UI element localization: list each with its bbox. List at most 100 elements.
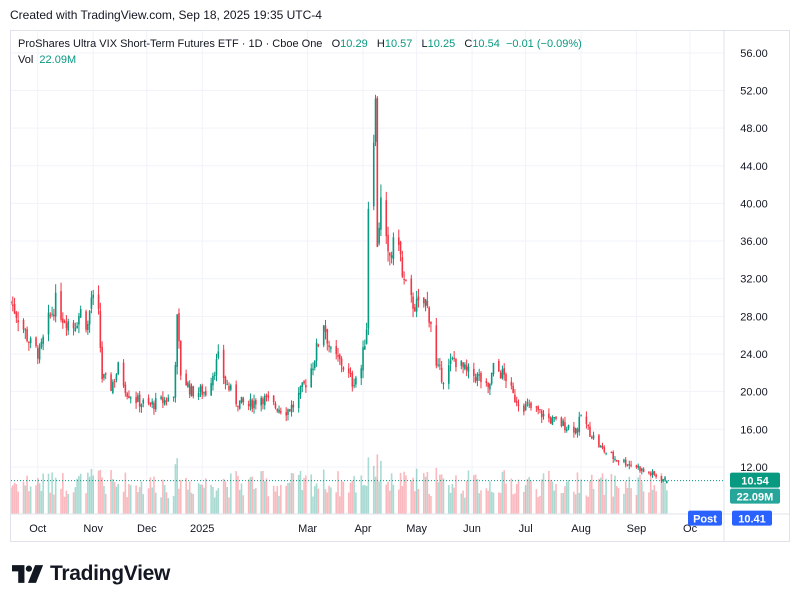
volume-bar [599,477,602,514]
volume-bar [601,473,604,514]
volume-bar [137,492,139,514]
volume-bar [410,480,413,514]
volume-bar [399,472,402,514]
volume-bar [199,484,202,514]
chart-panel[interactable]: 12.00 16.00 20.00 24.00 28.00 32.00 36.00 40.00… [10,30,790,542]
volume-bar [201,484,204,514]
candle-body [305,384,307,388]
candle-body [478,374,480,376]
candle-body [580,415,582,417]
candle-body [385,200,388,237]
candle-body [255,400,257,405]
volume-bar [614,475,616,514]
candle-body [523,405,525,412]
candle-body [47,312,50,335]
volume-bar [374,476,377,514]
volume-bar [455,475,457,514]
y-tick-label: 28.00 [740,311,768,323]
volume-bar [54,477,57,514]
candle-body [315,342,318,361]
candle-body [612,451,615,459]
candle-body [224,376,227,384]
x-tick-label: Mar [298,523,317,535]
candle-body [490,372,493,384]
candle-body [212,375,214,386]
candle-body [664,477,666,480]
candle-body [499,372,502,379]
volume-bar [462,490,464,514]
candle-body [203,392,205,394]
volume-bar [460,493,463,514]
candle-body [85,311,87,330]
candle-body [630,464,632,466]
volume-bar [29,486,32,514]
candle-body [104,373,107,375]
candle-body [263,395,266,406]
candle-body [101,346,103,380]
volume-bar [524,485,527,514]
candle-body [292,404,295,408]
candle-body [551,417,554,425]
candle-body [151,401,153,405]
candle-body [51,313,53,315]
volume-bar [60,488,62,514]
candle-body [487,383,489,388]
volume-bar [464,497,466,514]
volume-bar [174,464,177,514]
volume-bar [74,487,77,514]
volume-bar [313,486,316,514]
candle-body [560,417,563,426]
candle-body [526,402,529,404]
volume-bar [235,471,237,514]
y-tick-label: 48.00 [740,123,768,135]
volume-bar [530,480,532,514]
candle-body [149,402,152,405]
candle-body [140,404,143,408]
legend-ohlc-row: ProShares Ultra VIX Short-Term Futures E… [18,36,582,52]
volume-bar [217,488,220,514]
volume-bar [299,470,302,514]
volume-bar [539,495,541,514]
volume-bar [24,485,27,514]
candle-body [642,468,645,472]
volume-bar [287,482,289,514]
volume-bar [485,488,488,514]
candle-body [87,323,89,331]
candle-body [430,321,432,324]
volume-bar [35,485,37,514]
volume-bar [226,486,229,514]
candle-body [623,459,625,462]
volume-bar [115,486,118,514]
candle-body [122,362,125,386]
candle-body [564,422,566,431]
volume-bar [642,491,645,514]
candle-body [437,364,439,366]
candle-body [573,426,575,433]
volume-bar [612,496,615,514]
volume-bar [28,491,30,514]
volume-bar [255,488,257,514]
candle-body [299,386,302,395]
candle-body [399,241,402,255]
volume-bar [499,492,502,514]
candle-body [78,316,80,325]
volume-bar [474,474,477,514]
candle-body [662,479,665,481]
candle-body [376,97,379,247]
tradingview-logo[interactable]: TradingView [12,560,170,588]
time-axis[interactable]: Oct Nov Dec 2025 Mar Apr May Jun Jul Aug Sep Oc [29,523,697,535]
candle-body [464,364,466,369]
candle-body [249,398,252,407]
volume-badge: 22.09M [730,488,780,504]
candle-body [505,374,507,382]
candle-body [337,355,339,357]
candle-body [28,341,30,344]
volume-bar [179,479,182,514]
volume-bar [415,468,418,514]
candle-body [187,382,189,388]
chart-canvas[interactable]: 12.00 16.00 20.00 24.00 28.00 32.00 36.00 40.00… [11,31,789,541]
candle-body [576,428,579,433]
volume-bar [590,474,593,514]
price-axis[interactable]: 12.00 16.00 20.00 24.00 28.00 32.00 36.00 40.00… [740,48,768,474]
volume-bar [453,487,455,514]
